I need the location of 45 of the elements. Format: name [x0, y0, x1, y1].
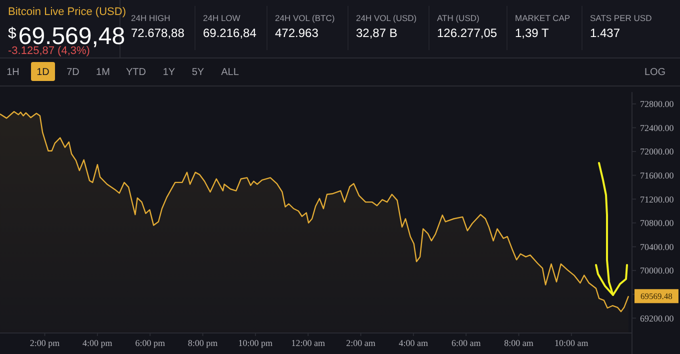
text: 1Y — [162, 67, 176, 78]
x-tick-label: 6:00 am — [451, 338, 481, 348]
annotation: 69569.48 — [640, 291, 672, 302]
x-tick-label: 12:00 am — [291, 338, 325, 348]
y-tick-label: 71200.00 — [640, 194, 674, 204]
text: 69.216,84 — [203, 26, 257, 40]
x-tick-label: 10:00 am — [554, 338, 588, 348]
y-tick-label: 69200.00 — [640, 313, 674, 324]
text: 1M — [96, 67, 110, 78]
text: 7D — [66, 67, 80, 78]
text: 24H VOL (USD) — [356, 13, 417, 23]
x-tick-label: 2:00 am — [346, 338, 376, 348]
text: LOG — [644, 67, 666, 78]
x-tick-label: 4:00 pm — [82, 338, 112, 348]
text: 24H VOL (BTC) — [275, 13, 335, 23]
text: MARKET CAP — [515, 13, 570, 23]
text: ALL — [221, 67, 240, 78]
x-tick-label: 6:00 pm — [135, 338, 165, 348]
text: 32,87 B — [356, 26, 398, 40]
y-tick-label: 72400.00 — [640, 122, 674, 133]
text: 1.437 — [590, 26, 620, 40]
x-tick-label: 8:00 pm — [188, 338, 218, 348]
y-tick-label: 70800.00 — [640, 218, 674, 228]
text: YTD — [126, 67, 146, 78]
y-tick-label: 70400.00 — [640, 242, 674, 252]
y-tick-label: 71600.00 — [640, 170, 674, 180]
y-tick-label: 72800.00 — [640, 99, 674, 110]
text: 472.963 — [275, 26, 319, 40]
text: 1H — [6, 67, 20, 78]
x-tick-label: 10:00 pm — [238, 338, 273, 348]
text: 24H LOW — [203, 13, 240, 23]
text: 1,39 T — [515, 26, 550, 40]
text: 24H HIGH — [131, 13, 170, 23]
text: SATS PER USD — [590, 13, 652, 23]
text: 126.277,05 — [437, 26, 498, 40]
text: 1D — [36, 67, 50, 78]
x-tick-label: 8:00 am — [504, 338, 534, 348]
chart-title: Bitcoin Live Price (USD) — [8, 6, 126, 18]
x-tick-label: 2:00 pm — [30, 338, 60, 348]
text: 5Y — [192, 67, 204, 78]
y-tick-label: 72000.00 — [640, 146, 674, 157]
text: ATH (USD) — [437, 13, 480, 23]
text: 72.678,88 — [131, 26, 185, 40]
x-tick-label: 4:00 am — [398, 338, 428, 348]
y-tick-label: 70000.00 — [640, 266, 674, 276]
